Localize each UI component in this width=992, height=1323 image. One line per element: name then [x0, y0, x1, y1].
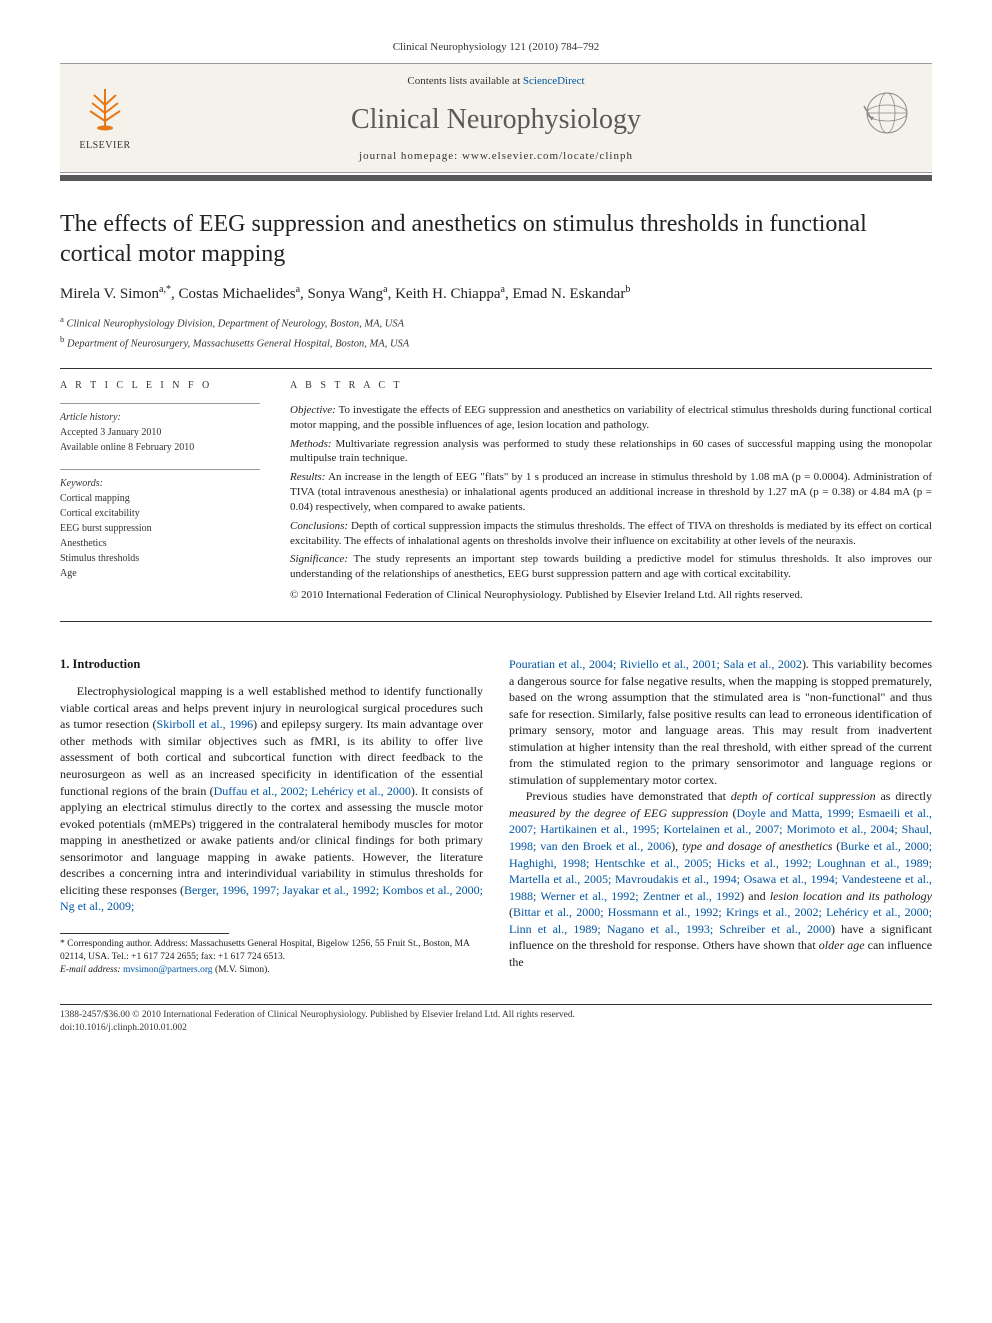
right-column: Pouratian et al., 2004; Riviello et al.,… [509, 656, 932, 976]
affiliation-a: Clinical Neurophysiology Division, Depar… [67, 319, 405, 330]
author-5: Emad N. Eskandar [512, 286, 625, 302]
accepted-date: Accepted 3 January 2010 [60, 425, 260, 440]
author-4: Keith H. Chiappa [395, 286, 500, 302]
author-1-aff: a, [159, 284, 166, 295]
methods-text: Multivariate regression analysis was per… [290, 438, 932, 465]
body-columns: 1. Introduction Electrophysiological map… [60, 656, 932, 976]
i-lesion: lesion location and its pathology [770, 889, 932, 903]
i-measured: measured by the degree of EEG suppressio… [509, 806, 728, 820]
ref-duffau[interactable]: Duffau et al., 2002; Lehéricy et al., 20… [214, 784, 411, 798]
author-3-aff: a [383, 284, 387, 295]
footnote-email-name: (M.V. Simon). [215, 965, 270, 975]
affiliation-b: Department of Neurosurgery, Massachusett… [67, 338, 409, 349]
footnote-email[interactable]: mvsimon@partners.org [123, 965, 213, 975]
abstract-heading: A B S T R A C T [290, 379, 932, 393]
author-2-aff: a [296, 284, 300, 295]
footnote-marker: * [60, 939, 65, 949]
sciencedirect-link[interactable]: ScienceDirect [523, 75, 585, 87]
online-date: Available online 8 February 2010 [60, 440, 260, 455]
author-2: Costas Michaelides [179, 286, 296, 302]
t5: Previous studies have demonstrated that [526, 789, 731, 803]
keywords-label: Keywords: [60, 476, 260, 491]
bottom-rule [60, 1004, 932, 1005]
abstract-column: A B S T R A C T Objective: To investigat… [290, 379, 932, 607]
article-info-heading: A R T I C L E I N F O [60, 379, 260, 393]
significance-text: The study represents an important step t… [290, 553, 932, 580]
running-head: Clinical Neurophysiology 121 (2010) 784–… [60, 40, 932, 55]
footnote-rule [60, 933, 229, 934]
journal-masthead: ELSEVIER Contents lists available at Sci… [60, 64, 932, 173]
contents-prefix: Contents lists available at [407, 75, 522, 87]
objective-label: Objective: [290, 404, 336, 416]
methods-label: Methods: [290, 438, 332, 450]
author-5-aff: b [625, 284, 630, 295]
objective-text: To investigate the effects of EEG suppre… [290, 404, 932, 431]
t4: ). This variability becomes a dangerous … [509, 657, 932, 787]
keyword-4: Anesthetics [60, 536, 260, 551]
t3: ). It consists of applying an electrical… [60, 784, 483, 897]
footnote-label: Corresponding author. [67, 939, 154, 949]
elsevier-label: ELSEVIER [79, 139, 130, 153]
footnote-email-label: E-mail address: [60, 965, 121, 975]
conclusions-text: Depth of cortical suppression impacts th… [290, 520, 932, 547]
t10: ) and [740, 889, 770, 903]
doi-line: doi:10.1016/j.clinph.2010.01.002 [60, 1022, 932, 1035]
intro-para-2: Previous studies have demonstrated that … [509, 788, 932, 970]
i-age: older age [819, 938, 865, 952]
homepage-prefix: journal homepage: [359, 150, 462, 162]
elsevier-tree-icon [80, 85, 130, 137]
contents-line: Contents lists available at ScienceDirec… [150, 74, 842, 89]
author-1-corr: * [166, 284, 171, 295]
issn-copyright: 1388-2457/$36.00 © 2010 International Fe… [60, 1009, 932, 1022]
author-1: Mirela V. Simon [60, 286, 159, 302]
keyword-1: Cortical mapping [60, 491, 260, 506]
homepage-url: www.elsevier.com/locate/clinph [462, 150, 633, 162]
conclusions-label: Conclusions: [290, 520, 348, 532]
intro-para-1-cont: Pouratian et al., 2004; Riviello et al.,… [509, 656, 932, 788]
globe-icon [860, 86, 914, 154]
i-depth: depth of cortical suppression [731, 789, 876, 803]
journal-homepage-line: journal homepage: www.elsevier.com/locat… [150, 149, 842, 164]
i-type: type and dosage of anesthetics [682, 839, 832, 853]
author-4-aff: a [500, 284, 504, 295]
left-column: 1. Introduction Electrophysiological map… [60, 656, 483, 976]
keyword-5: Stimulus thresholds [60, 551, 260, 566]
t8: ), [671, 839, 682, 853]
keyword-3: EEG burst suppression [60, 521, 260, 536]
abstract-copyright: © 2010 International Federation of Clini… [290, 588, 932, 603]
history-label: Article history: [60, 410, 260, 425]
corresponding-footnote: * Corresponding author. Address: Massach… [60, 938, 483, 976]
keyword-2: Cortical excitability [60, 506, 260, 521]
journal-cover-thumb [842, 86, 932, 154]
results-label: Results: [290, 471, 325, 483]
article-title: The effects of EEG suppression and anest… [60, 209, 932, 269]
author-line: Mirela V. Simona,*, Costas Michaelidesa,… [60, 283, 932, 305]
results-text: An increase in the length of EEG "flats"… [290, 471, 932, 513]
ref-pouratian[interactable]: Pouratian et al., 2004; Riviello et al.,… [509, 657, 802, 671]
section-1-heading: 1. Introduction [60, 656, 483, 673]
significance-label: Significance: [290, 553, 348, 565]
t6: as directly [876, 789, 932, 803]
ref-skirboll[interactable]: Skirboll et al., 1996 [157, 717, 254, 731]
publisher-logo-block: ELSEVIER [60, 85, 150, 153]
bottom-block: 1388-2457/$36.00 © 2010 International Fe… [60, 1009, 932, 1035]
intro-para-1: Electrophysiological mapping is a well e… [60, 683, 483, 915]
thick-rule [60, 175, 932, 181]
author-3: Sonya Wang [308, 286, 384, 302]
keyword-6: Age [60, 566, 260, 581]
article-info-column: A R T I C L E I N F O Article history: A… [60, 379, 260, 607]
affiliations: a Clinical Neurophysiology Division, Dep… [60, 313, 932, 352]
journal-name: Clinical Neurophysiology [150, 100, 842, 139]
